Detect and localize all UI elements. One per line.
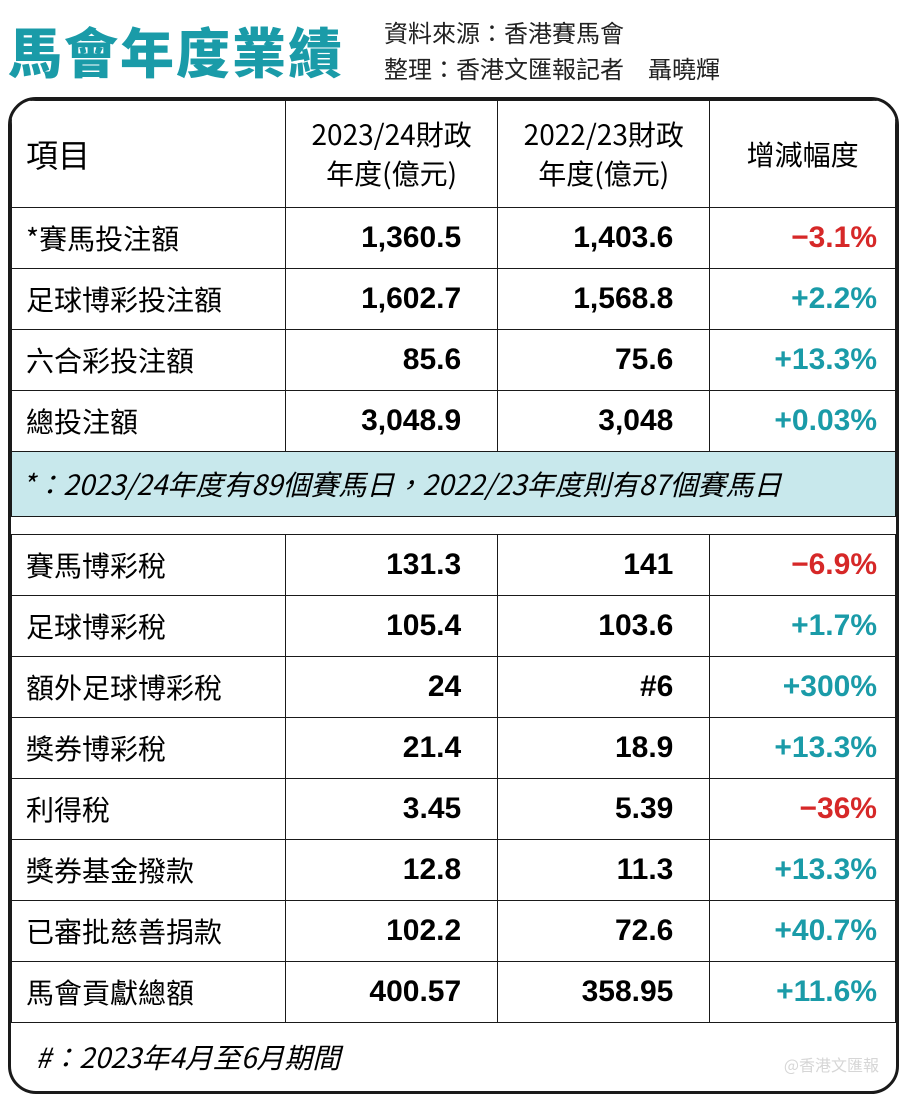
cell-change: +2.2% [710, 269, 896, 330]
cell-fy1: 3.45 [286, 779, 498, 840]
cell-change: +300% [710, 657, 896, 718]
cell-change: −36% [710, 779, 896, 840]
col-fy1: 2023/24財政年度(億元) [286, 101, 498, 208]
note-1: *：2023/24年度有89個賽馬日，2022/23年度則有87個賽馬日 [12, 452, 896, 517]
compiled-line: 整理：香港文匯報記者 聶曉輝 [384, 50, 720, 86]
cell-item: 馬會貢獻總額 [12, 962, 286, 1023]
cell-item: 獎券博彩稅 [12, 718, 286, 779]
cell-item: 總投注額 [12, 391, 286, 452]
cell-fy2: 5.39 [498, 779, 710, 840]
cell-fy1: 102.2 [286, 901, 498, 962]
cell-item: 足球博彩稅 [12, 596, 286, 657]
cell-change: +13.3% [710, 718, 896, 779]
col-fy2: 2022/23財政年度(億元) [498, 101, 710, 208]
cell-item: 六合彩投注額 [12, 330, 286, 391]
table-row: 足球博彩稅105.4103.6+1.7% [12, 596, 896, 657]
col-item: 項目 [12, 101, 286, 208]
cell-fy2: 75.6 [498, 330, 710, 391]
cell-fy2: 103.6 [498, 596, 710, 657]
cell-change: +11.6% [710, 962, 896, 1023]
table-row: 額外足球博彩稅24#6+300% [12, 657, 896, 718]
cell-fy2: 72.6 [498, 901, 710, 962]
cell-fy1: 3,048.9 [286, 391, 498, 452]
header: 馬會年度業績 資料來源：香港賽馬會 整理：香港文匯報記者 聶曉輝 [8, 10, 899, 89]
cell-fy1: 131.3 [286, 535, 498, 596]
col-change: 增減幅度 [710, 101, 896, 208]
compiled-value: 香港文匯報記者 聶曉輝 [456, 50, 720, 85]
cell-change: +13.3% [710, 840, 896, 901]
table-header-row: 項目 2023/24財政年度(億元) 2022/23財政年度(億元) 增減幅度 [12, 101, 896, 208]
cell-fy2: 141 [498, 535, 710, 596]
cell-fy2: 1,568.8 [498, 269, 710, 330]
cell-item: *賽馬投注額 [12, 208, 286, 269]
table-row: 獎券基金撥款12.811.3+13.3% [12, 840, 896, 901]
results-table: 項目 2023/24財政年度(億元) 2022/23財政年度(億元) 增減幅度 … [11, 100, 896, 1091]
cell-fy1: 12.8 [286, 840, 498, 901]
table-row: 馬會貢獻總額400.57358.95+11.6% [12, 962, 896, 1023]
cell-change: +1.7% [710, 596, 896, 657]
cell-item: 利得稅 [12, 779, 286, 840]
page-title: 馬會年度業績 [8, 10, 344, 89]
cell-change: +0.03% [710, 391, 896, 452]
table-row: *賽馬投注額1,360.51,403.6−3.1% [12, 208, 896, 269]
cell-fy2: 18.9 [498, 718, 710, 779]
cell-change: −6.9% [710, 535, 896, 596]
table-body: *賽馬投注額1,360.51,403.6−3.1%足球博彩投注額1,602.71… [12, 208, 896, 1092]
cell-fy1: 1,602.7 [286, 269, 498, 330]
note-row-1: *：2023/24年度有89個賽馬日，2022/23年度則有87個賽馬日 [12, 452, 896, 517]
cell-fy1: 21.4 [286, 718, 498, 779]
cell-change: −3.1% [710, 208, 896, 269]
cell-change: +40.7% [710, 901, 896, 962]
table-row: 利得稅3.455.39−36% [12, 779, 896, 840]
cell-item: 足球博彩投注額 [12, 269, 286, 330]
source-label: 資料來源： [384, 14, 504, 49]
table-row: 已審批慈善捐款102.272.6+40.7% [12, 901, 896, 962]
cell-item: 賽馬博彩稅 [12, 535, 286, 596]
cell-item: 已審批慈善捐款 [12, 901, 286, 962]
cell-fy2: 358.95 [498, 962, 710, 1023]
cell-fy1: 400.57 [286, 962, 498, 1023]
source-line: 資料來源：香港賽馬會 [384, 14, 720, 50]
watermark: @香港文匯報 [784, 1052, 879, 1076]
note-2: #：2023年4月至6月期間 [12, 1023, 896, 1092]
table-row: 足球博彩投注額1,602.71,568.8+2.2% [12, 269, 896, 330]
cell-item: 獎券基金撥款 [12, 840, 286, 901]
cell-fy2: 11.3 [498, 840, 710, 901]
table-row: 獎券博彩稅21.418.9+13.3% [12, 718, 896, 779]
cell-fy2: 1,403.6 [498, 208, 710, 269]
cell-fy2: #6 [498, 657, 710, 718]
table-row: 賽馬博彩稅131.3141−6.9% [12, 535, 896, 596]
source-value: 香港賽馬會 [504, 14, 624, 49]
cell-change: +13.3% [710, 330, 896, 391]
cell-item: 額外足球博彩稅 [12, 657, 286, 718]
cell-fy1: 1,360.5 [286, 208, 498, 269]
compiled-label: 整理： [384, 50, 456, 85]
note-row-2: #：2023年4月至6月期間 [12, 1023, 896, 1092]
cell-fy1: 85.6 [286, 330, 498, 391]
table-row: 六合彩投注額85.675.6+13.3% [12, 330, 896, 391]
cell-fy1: 105.4 [286, 596, 498, 657]
results-table-wrap: 項目 2023/24財政年度(億元) 2022/23財政年度(億元) 增減幅度 … [8, 97, 899, 1094]
cell-fy2: 3,048 [498, 391, 710, 452]
table-row: 總投注額3,048.93,048+0.03% [12, 391, 896, 452]
meta-block: 資料來源：香港賽馬會 整理：香港文匯報記者 聶曉輝 [384, 10, 720, 86]
cell-fy1: 24 [286, 657, 498, 718]
spacer-row [12, 517, 896, 535]
